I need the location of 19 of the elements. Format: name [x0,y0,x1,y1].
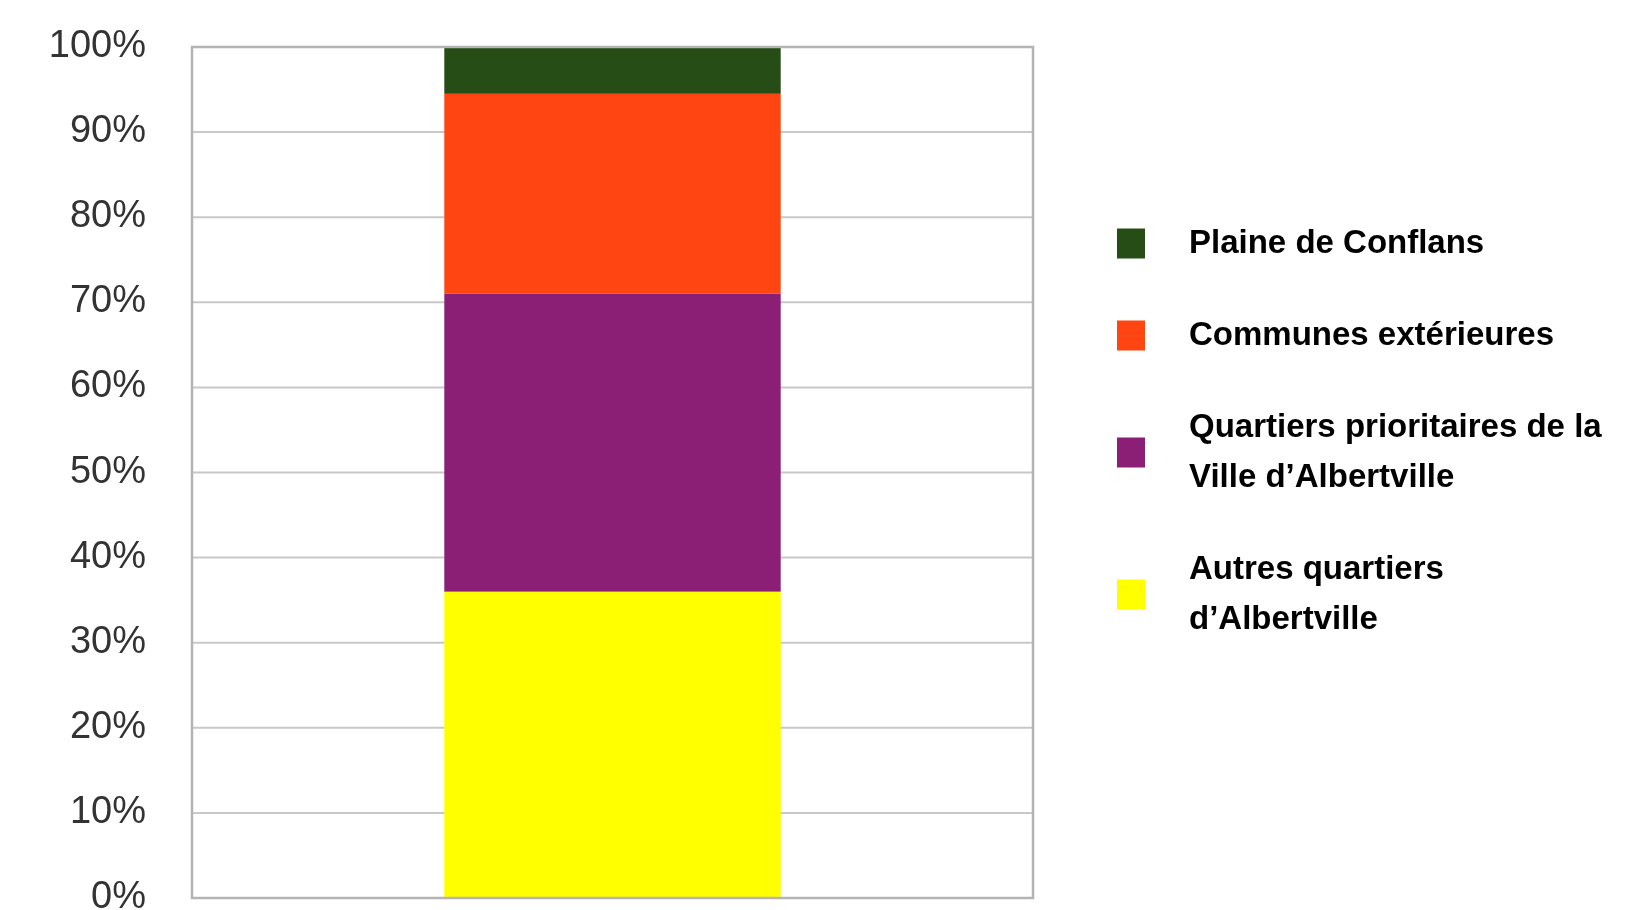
bar [444,591,781,898]
bar [444,93,781,294]
y-tick-label: 10% [69,788,146,831]
y-tick-label: 50% [69,448,146,491]
legend-label: Communes extérieures [1189,314,1554,352]
y-tick-label: 40% [69,533,146,576]
y-tick-label: 90% [69,108,146,151]
y-tick-label: 0% [91,874,146,910]
y-tick-label: 60% [69,363,146,406]
y-tick-label: 30% [69,618,146,661]
legend-label: Quartiers prioritaires de la Ville d’Albertville [1189,406,1603,494]
y-tick-label: 80% [69,193,146,236]
legend-label: Autres quartiers d’Albertville [1189,548,1444,636]
y-tick-label: 20% [69,703,146,746]
legend-label: Plaine de Conflans [1189,222,1485,260]
bar [444,47,781,94]
y-tick-label: 70% [69,278,146,321]
bar [444,293,781,592]
y-tick-label: 100% [48,23,146,66]
